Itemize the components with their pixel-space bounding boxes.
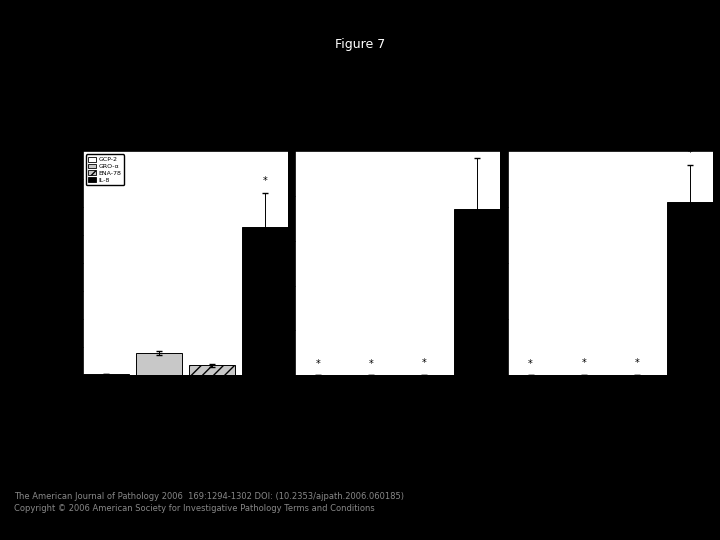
Text: *: * (475, 141, 480, 151)
Bar (242, 227, 288, 375)
Y-axis label: pg/ml per mg protein: pg/ml per mg protein (55, 226, 61, 300)
Text: *: * (422, 358, 427, 368)
Text: *: * (369, 359, 374, 368)
Bar (83, 374, 129, 375)
Text: *: * (263, 177, 267, 186)
Bar (667, 201, 713, 375)
Text: *: * (688, 148, 692, 158)
Bar (454, 210, 500, 375)
Text: The American Journal of Pathology 2006  169:1294-1302 DOI: (10.2353/ajpath.2006.: The American Journal of Pathology 2006 1… (14, 492, 405, 501)
Text: Figure 7: Figure 7 (335, 38, 385, 51)
Text: *: * (528, 359, 533, 369)
Text: *: * (316, 359, 320, 369)
Text: Copyright © 2006 American Society for Investigative Pathology Terms and Conditio: Copyright © 2006 American Society for In… (14, 504, 375, 513)
Bar (189, 365, 235, 375)
Bar (136, 353, 182, 375)
Text: *: * (581, 359, 586, 368)
Legend: GCP-2, GRO-α, ENA-78, IL-8: GCP-2, GRO-α, ENA-78, IL-8 (86, 154, 124, 185)
Text: *: * (634, 359, 639, 368)
